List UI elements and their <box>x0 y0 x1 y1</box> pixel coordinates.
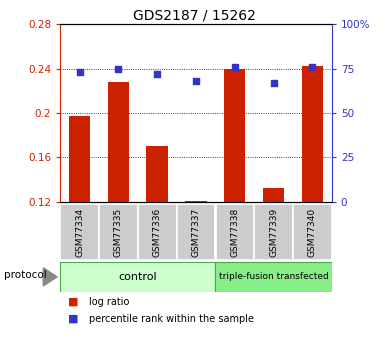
FancyBboxPatch shape <box>215 204 254 260</box>
Bar <box>263 188 284 202</box>
Bar <box>185 201 207 202</box>
FancyBboxPatch shape <box>293 204 332 260</box>
FancyBboxPatch shape <box>99 204 138 260</box>
Point <box>270 80 277 86</box>
Bar <box>147 146 168 202</box>
Point <box>115 66 121 71</box>
FancyBboxPatch shape <box>138 204 177 260</box>
Text: triple-fusion transfected: triple-fusion transfected <box>219 272 328 282</box>
Text: GSM77335: GSM77335 <box>114 207 123 257</box>
Text: GSM77338: GSM77338 <box>230 207 239 257</box>
Text: percentile rank within the sample: percentile rank within the sample <box>89 314 254 324</box>
Text: protocol: protocol <box>4 270 47 280</box>
Text: ■: ■ <box>68 314 78 324</box>
Text: GSM77336: GSM77336 <box>152 207 162 257</box>
Text: GSM77334: GSM77334 <box>75 207 84 257</box>
Text: GSM77339: GSM77339 <box>269 207 278 257</box>
Point <box>232 64 238 70</box>
Polygon shape <box>43 268 57 286</box>
Bar <box>108 82 129 202</box>
Bar <box>224 69 246 202</box>
FancyBboxPatch shape <box>177 204 215 260</box>
Bar <box>69 116 90 202</box>
Point <box>154 71 160 77</box>
Point <box>76 69 83 75</box>
FancyBboxPatch shape <box>60 262 215 292</box>
Text: ■: ■ <box>68 297 78 307</box>
Text: control: control <box>118 272 157 282</box>
Text: GSM77337: GSM77337 <box>191 207 201 257</box>
Text: GDS2187 / 15262: GDS2187 / 15262 <box>133 9 255 23</box>
FancyBboxPatch shape <box>254 204 293 260</box>
Text: GSM77340: GSM77340 <box>308 207 317 257</box>
Bar <box>302 66 323 202</box>
FancyBboxPatch shape <box>60 204 99 260</box>
Text: log ratio: log ratio <box>89 297 130 307</box>
Point <box>193 78 199 84</box>
Point <box>309 64 315 70</box>
FancyBboxPatch shape <box>215 262 332 292</box>
